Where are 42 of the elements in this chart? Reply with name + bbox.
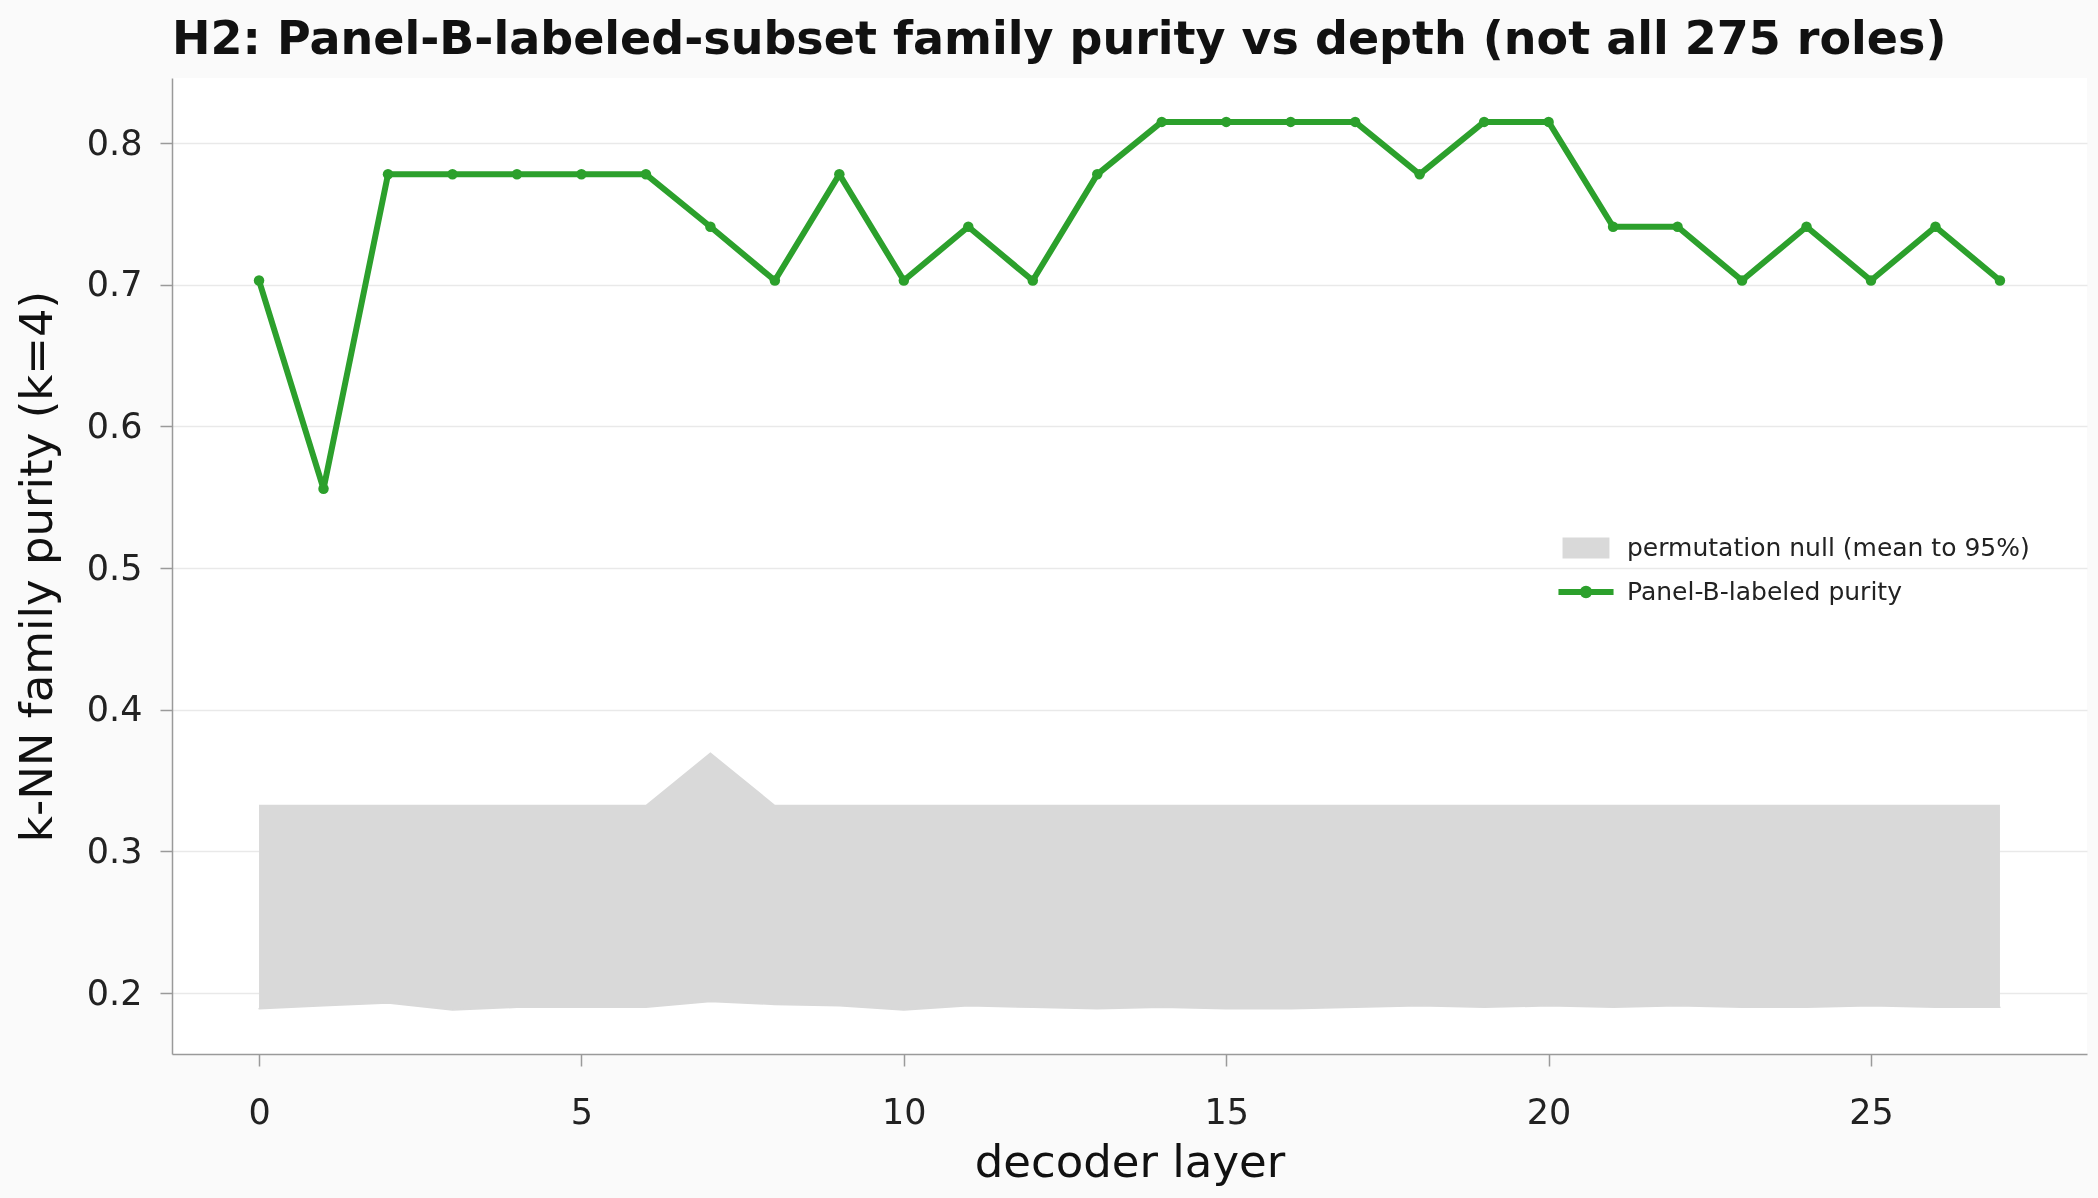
point [898,275,910,286]
point [253,275,265,286]
point [1543,116,1554,128]
y-tick-label: 0.8 [86,122,143,163]
y-tick-label: 0.7 [86,264,143,305]
legend-label: permutation null (mean to 95%) [1627,533,2030,562]
y-tick-label: 0.4 [86,689,143,730]
y-axis-title: k-NN family purity (k=4) [9,290,63,843]
point [1027,275,1039,286]
point [511,169,523,180]
point [382,169,394,180]
point [1736,275,1748,286]
point [1092,169,1103,180]
point [1414,169,1425,180]
x-tick-label: 0 [248,1091,271,1132]
point [1994,275,2006,286]
y-tick-label: 0.6 [86,405,143,446]
point [1156,116,1167,128]
point [1930,221,1941,232]
y-tick-label: 0.2 [86,972,143,1013]
point [705,221,716,232]
x-tick-label: 5 [570,1091,594,1132]
point [963,221,974,232]
x-tick-label: 15 [1204,1091,1249,1132]
x-axis-title: decoder layer [974,1134,1286,1188]
y-tick-label: 0.3 [86,830,143,871]
point [576,169,587,180]
x-tick-label: 25 [1849,1091,1894,1132]
point [640,169,652,180]
chart-title: H2: Panel-B-labeled-subset family purity vs depth (not all 275 roles) [172,11,1947,65]
point [1285,116,1296,128]
x-tick-label: 20 [1526,1091,1572,1132]
point [1672,221,1683,232]
legend-label: Panel-B-labeled purity [1627,577,1903,606]
point [1607,221,1619,232]
point [769,275,781,286]
point [447,169,458,180]
point [1801,221,1812,232]
point [1865,275,1877,286]
y-tick-label: 0.5 [86,547,143,588]
point [1478,116,1490,128]
x-tick-label: 10 [882,1091,927,1132]
